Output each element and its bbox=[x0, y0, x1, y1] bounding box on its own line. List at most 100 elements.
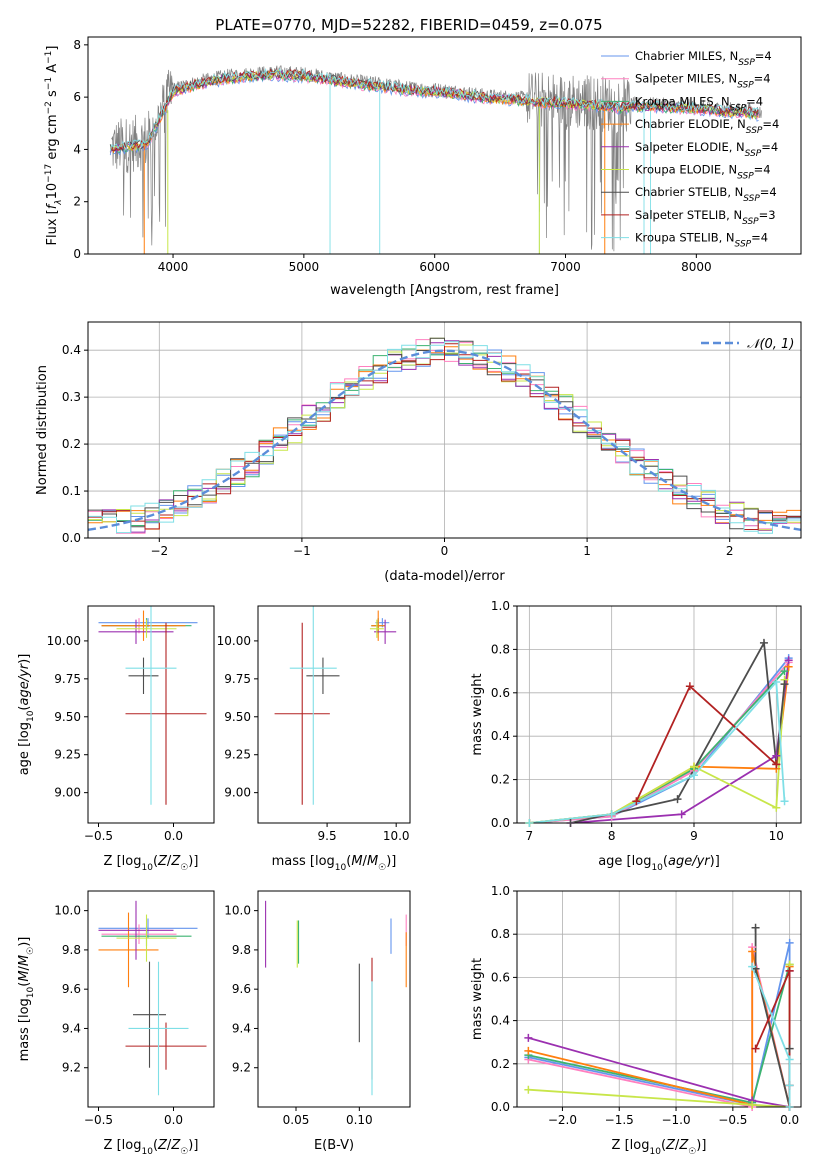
y-tick-label: 0.2 bbox=[491, 1057, 510, 1071]
y-tick-label: 9.6 bbox=[62, 982, 81, 996]
x-tick-label: 9 bbox=[690, 829, 698, 843]
model-kroupa-stelib bbox=[109, 67, 759, 152]
errorbar bbox=[101, 610, 186, 641]
weight-marker bbox=[784, 656, 793, 665]
x-tick-label: 5000 bbox=[289, 260, 320, 274]
legend-label: Chabrier ELODIE, NSSP=4 bbox=[635, 117, 779, 136]
plot-area bbox=[265, 900, 407, 1096]
y-tick-label: 9.75 bbox=[54, 672, 81, 686]
legend-label: Kroupa ELODIE, NSSP=4 bbox=[635, 163, 771, 182]
panel-age_vs_Z: −0.5 0.0 9.00 9.25 9.50 9.75 10.00 Z [log10(Z/Z… bbox=[17, 605, 215, 873]
weight-marker bbox=[780, 667, 789, 676]
errorbar bbox=[125, 606, 177, 805]
y-tick-label: 9.2 bbox=[232, 1061, 251, 1075]
y-tick-label: 4 bbox=[73, 142, 81, 156]
errorbar bbox=[371, 610, 386, 641]
y-tick-label: 0.4 bbox=[62, 343, 81, 357]
errorbar bbox=[306, 657, 340, 695]
y-tick-label: 0.2 bbox=[62, 437, 81, 451]
weight-marker bbox=[677, 810, 686, 819]
x-tick-label: 10.0 bbox=[383, 829, 410, 843]
weight-marker bbox=[689, 762, 698, 771]
weight-marker bbox=[525, 819, 534, 827]
plot-area bbox=[109, 65, 762, 254]
y-tick-label: 0.4 bbox=[491, 1014, 510, 1028]
y-tick-label: 0.6 bbox=[491, 686, 510, 700]
y-tick-label: 9.6 bbox=[232, 982, 251, 996]
weight-marker bbox=[748, 962, 757, 971]
weight-marker bbox=[785, 1044, 794, 1053]
plot-area bbox=[98, 606, 207, 805]
x-tick-label: −2.0 bbox=[548, 1113, 577, 1127]
y-tick-label: 9.25 bbox=[54, 748, 81, 762]
weight-line-8 bbox=[529, 679, 786, 823]
errorbar bbox=[98, 619, 174, 644]
y-tick-label: 9.2 bbox=[62, 1061, 81, 1075]
weight-marker bbox=[772, 803, 781, 812]
x-tick-label: 0.0 bbox=[780, 1113, 799, 1127]
normal-curve bbox=[88, 349, 801, 531]
errorbar bbox=[125, 1022, 207, 1070]
axes-frame bbox=[87, 36, 802, 255]
y-tick-label: 0.4 bbox=[491, 729, 510, 743]
y-axis-label: Normed distribution bbox=[35, 365, 50, 495]
legend-label: Kroupa STELIB, NSSP=4 bbox=[635, 231, 768, 250]
weight-marker bbox=[772, 751, 781, 760]
plot-area bbox=[528, 927, 791, 1107]
weight-marker bbox=[751, 923, 760, 932]
y-tick-label: 0.1 bbox=[62, 484, 81, 498]
panel-spectrum: 4000 5000 6000 7000 8000 0 2 4 6 8 Chabrier MILES,… bbox=[44, 36, 802, 298]
y-tick-label: 9.50 bbox=[224, 710, 251, 724]
errorbar bbox=[289, 606, 337, 805]
axes-frame bbox=[257, 890, 411, 1108]
x-tick-label: 1 bbox=[583, 544, 591, 558]
x-tick-label: 4000 bbox=[158, 260, 189, 274]
axes-frame bbox=[87, 890, 215, 1108]
weight-marker bbox=[607, 810, 616, 819]
errorbar bbox=[116, 914, 177, 962]
y-tick-label: 1.0 bbox=[491, 599, 510, 613]
x-tick-label: 9.5 bbox=[318, 829, 337, 843]
weight-marker bbox=[759, 638, 768, 647]
x-tick-label: 8 bbox=[608, 829, 616, 843]
errorbar bbox=[125, 622, 207, 805]
errorbar bbox=[133, 961, 166, 1068]
y-tick-label: 9.25 bbox=[224, 748, 251, 762]
figure-title: PLATE=0770, MJD=52282, FIBERID=0459, z=0… bbox=[215, 16, 602, 34]
x-tick-label: 10 bbox=[769, 829, 784, 843]
legend-label: Chabrier MILES, NSSP=4 bbox=[635, 49, 772, 68]
axes-frame bbox=[516, 605, 802, 824]
legend-label: Salpeter STELIB, NSSP=3 bbox=[635, 208, 776, 227]
x-tick-label: 8000 bbox=[681, 260, 712, 274]
panel-mass_vs_Z: −0.5 0.0 9.2 9.4 9.6 9.8 10.0 Z [log10(Z/Z☉)] ma… bbox=[17, 890, 215, 1157]
weight-marker bbox=[780, 797, 789, 806]
weight-marker bbox=[524, 1033, 533, 1042]
panel-residuals: −2 −1 0 1 2 0.0 0.1 0.2 0.3 0.4 𝒩(0, 1) (data-model… bbox=[35, 321, 802, 584]
y-axis-label: age [log10(age/yr)] bbox=[17, 654, 36, 776]
axes-frame bbox=[87, 605, 215, 824]
errorbar bbox=[101, 924, 177, 945]
x-tick-label: 7 bbox=[526, 829, 534, 843]
legend-label: Chabrier STELIB, NSSP=4 bbox=[635, 185, 777, 204]
y-tick-label: 8 bbox=[73, 38, 81, 52]
y-tick-label: 9.8 bbox=[232, 943, 251, 957]
y-tick-label: 10.0 bbox=[224, 904, 251, 918]
y-axis-label: Flux [fλ10−17 erg cm−2 s−1 A−1] bbox=[44, 46, 64, 246]
weight-marker bbox=[751, 1044, 760, 1053]
weight-marker bbox=[785, 938, 794, 947]
weight-marker bbox=[772, 677, 781, 686]
weight-marker bbox=[785, 1103, 794, 1111]
weight-marker bbox=[785, 966, 794, 975]
errorbar bbox=[98, 918, 198, 939]
panels: 4000 5000 6000 7000 8000 0 2 4 6 8 Chabrier MILES,… bbox=[17, 36, 802, 1157]
y-tick-label: 9.50 bbox=[54, 710, 81, 724]
y-tick-label: 0 bbox=[73, 247, 81, 261]
x-tick-label: 6000 bbox=[419, 260, 450, 274]
y-axis-label: mass weight bbox=[470, 673, 485, 755]
x-axis-label: wavelength [Angstrom, rest frame] bbox=[330, 283, 559, 298]
x-tick-label: 7000 bbox=[550, 260, 581, 274]
y-tick-label: 0.2 bbox=[491, 773, 510, 787]
y-tick-label: 0.0 bbox=[491, 1100, 510, 1114]
x-tick-label: 2 bbox=[726, 544, 734, 558]
